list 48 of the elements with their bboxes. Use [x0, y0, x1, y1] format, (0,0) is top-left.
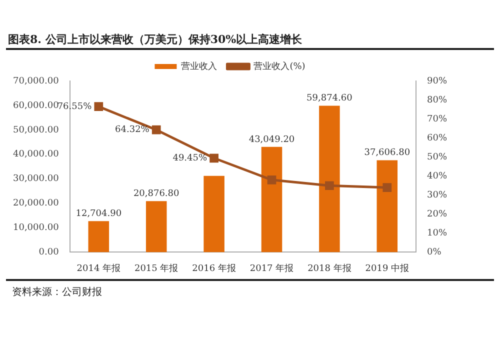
bar — [376, 160, 398, 252]
x-tick-label: 2018 年报 — [308, 262, 352, 274]
y2-tick-label: 10% — [426, 228, 448, 239]
y-tick-label: 0.00 — [38, 248, 60, 258]
data-label: 49.45% — [172, 153, 208, 164]
y2-tick-label: 40% — [426, 171, 448, 182]
data-label: 76.55% — [57, 102, 92, 112]
data-label: 59,874.60 — [306, 94, 353, 104]
y2-tick-label: 80% — [426, 95, 448, 106]
y2-tick-label: 50% — [426, 152, 448, 162]
x-tick-label: 2019 中报 — [365, 262, 410, 274]
point — [94, 102, 104, 112]
chart-title: 图表8. 公司上市以来营收（万美元）保持30%以上高速增长 — [8, 32, 302, 47]
data-label: 12,704.90 — [76, 208, 122, 219]
y2-tick-label: 90% — [426, 76, 448, 86]
text: 资料来源：公司财报 — [12, 286, 102, 299]
data-label: 43,049.20 — [248, 134, 295, 145]
legend-label: 营业收入(%) — [254, 60, 306, 72]
x-tick-label: 2017 年报 — [250, 262, 294, 274]
x-tick-label: 2014 年报 — [76, 262, 121, 274]
point — [152, 125, 161, 134]
bar — [88, 221, 110, 252]
bar — [204, 176, 224, 252]
point — [267, 175, 276, 184]
y-tick-label: 50,000.00 — [12, 125, 60, 136]
y-tick-label: 40,000.00 — [12, 150, 60, 160]
bar — [146, 201, 167, 252]
point — [210, 154, 218, 163]
bar — [319, 106, 340, 252]
legend-label: 营业收入 — [181, 60, 218, 72]
y-tick-label: 70,000.00 — [12, 76, 60, 86]
data-label: 64.32% — [115, 125, 150, 136]
y2-tick-label: 30% — [426, 190, 448, 200]
y2-tick-label: 20% — [426, 210, 448, 220]
x-tick-label: 2016 年报 — [192, 262, 236, 274]
y2-tick-label: 0% — [426, 248, 442, 258]
data-label: 37,606.80 — [364, 148, 410, 158]
y-tick-label: 30,000.00 — [12, 174, 60, 184]
point — [325, 181, 334, 190]
y2-tick-label: 70% — [426, 114, 448, 124]
y2-tick-label: 60% — [426, 133, 448, 144]
y-tick-label: 20,000.00 — [12, 198, 60, 209]
point — [382, 183, 392, 192]
x-tick-label: 2015 年报 — [134, 262, 178, 274]
y-tick-label: 10,000.00 — [12, 223, 60, 234]
y-tick-label: 60,000.00 — [12, 100, 60, 111]
bar — [261, 146, 282, 252]
data-label: 20,876.80 — [133, 188, 180, 199]
